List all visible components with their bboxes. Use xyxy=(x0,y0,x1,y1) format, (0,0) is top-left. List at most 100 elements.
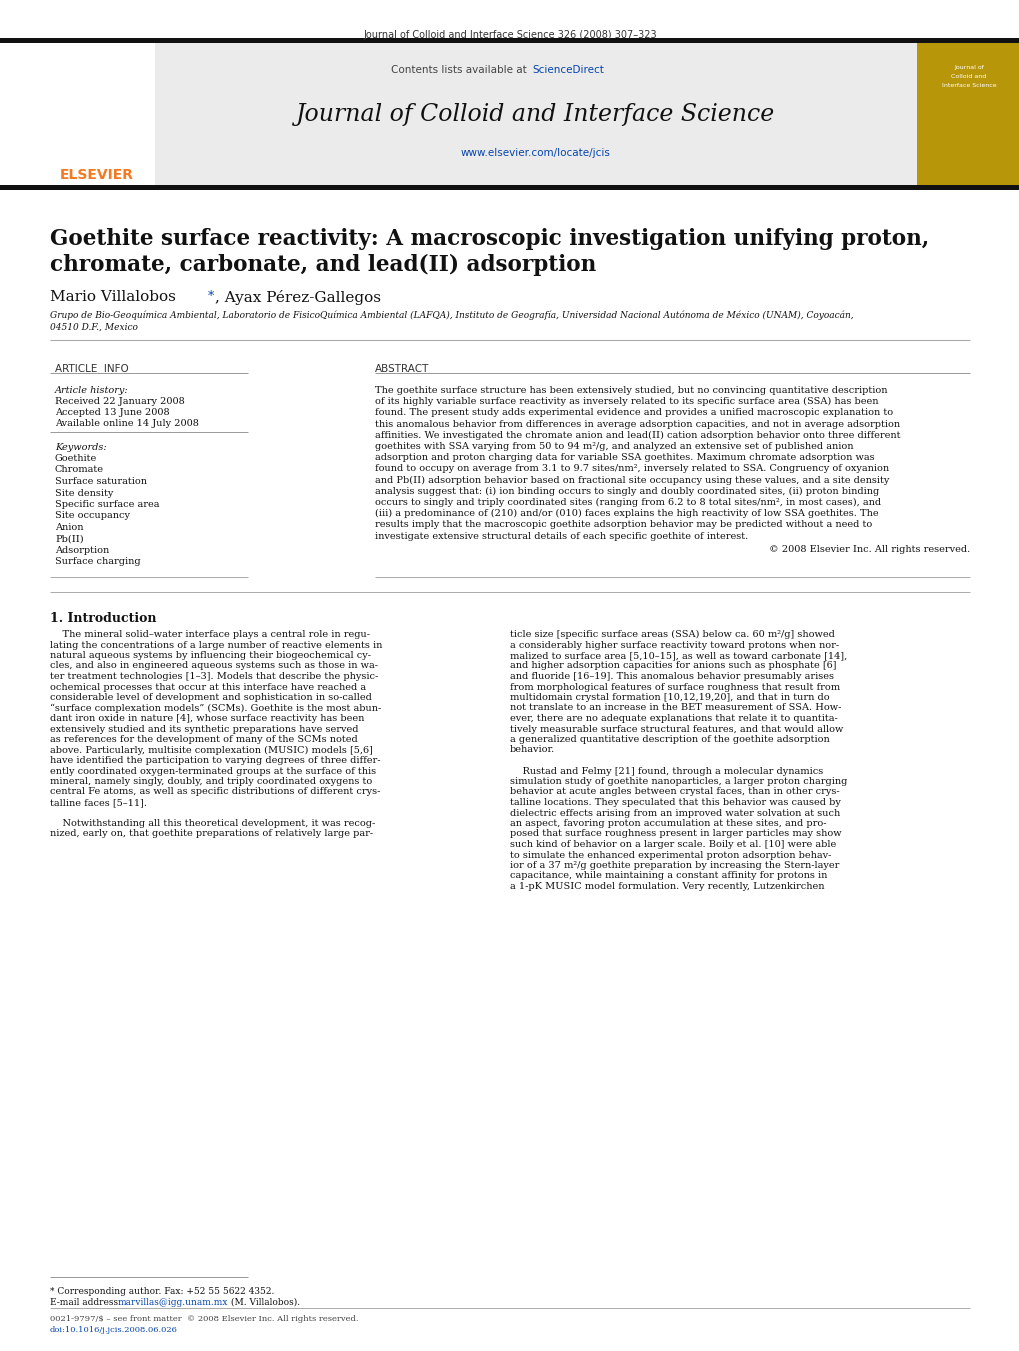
Text: posed that surface roughness present in larger particles may show: posed that surface roughness present in … xyxy=(510,830,841,839)
Text: Grupo de Bio-Geoquímica Ambiental, Laboratorio de FisicoQuímica Ambiental (LAFQA: Grupo de Bio-Geoquímica Ambiental, Labor… xyxy=(50,311,853,320)
Text: above. Particularly, multisite complexation (MUSIC) models [5,6]: above. Particularly, multisite complexat… xyxy=(50,746,373,755)
Text: of its highly variable surface reactivity as inversely related to its specific s: of its highly variable surface reactivit… xyxy=(375,397,877,407)
Text: doi:10.1016/j.jcis.2008.06.026: doi:10.1016/j.jcis.2008.06.026 xyxy=(50,1325,177,1333)
Text: * Corresponding author. Fax: +52 55 5622 4352.: * Corresponding author. Fax: +52 55 5622… xyxy=(50,1288,274,1296)
Text: Anion: Anion xyxy=(55,523,84,532)
Text: mineral, namely singly, doubly, and triply coordinated oxygens to: mineral, namely singly, doubly, and trip… xyxy=(50,777,372,786)
Text: Journal of Colloid and Interface Science 326 (2008) 307–323: Journal of Colloid and Interface Science… xyxy=(363,30,656,41)
Text: a 1-pK MUSIC model formulation. Very recently, Lutzenkirchen: a 1-pK MUSIC model formulation. Very rec… xyxy=(510,882,823,892)
Text: have identified the participation to varying degrees of three differ-: have identified the participation to var… xyxy=(50,757,380,765)
Text: Specific surface area: Specific surface area xyxy=(55,500,159,509)
Text: multidomain crystal formation [10,12,19,20], and that in turn do: multidomain crystal formation [10,12,19,… xyxy=(510,693,828,703)
Text: “surface complexation models” (SCMs). Goethite is the most abun-: “surface complexation models” (SCMs). Go… xyxy=(50,704,381,713)
Text: Site occupancy: Site occupancy xyxy=(55,512,129,520)
Text: malized to surface area [5,10–15], as well as toward carbonate [14],: malized to surface area [5,10–15], as we… xyxy=(510,651,847,661)
Text: considerable level of development and sophistication in so-called: considerable level of development and so… xyxy=(50,693,372,703)
Text: analysis suggest that: (i) ion binding occurs to singly and doubly coordinated s: analysis suggest that: (i) ion binding o… xyxy=(375,486,878,496)
Text: Journal of: Journal of xyxy=(953,65,983,70)
Text: *: * xyxy=(208,290,214,303)
Text: Available online 14 July 2008: Available online 14 July 2008 xyxy=(55,419,199,428)
Text: cles, and also in engineered aqueous systems such as those in wa-: cles, and also in engineered aqueous sys… xyxy=(50,662,378,670)
Text: to simulate the enhanced experimental proton adsorption behav-: to simulate the enhanced experimental pr… xyxy=(510,851,830,859)
Text: Keywords:: Keywords: xyxy=(55,443,107,453)
Text: www.elsevier.com/locate/jcis: www.elsevier.com/locate/jcis xyxy=(461,149,610,158)
Text: ScienceDirect: ScienceDirect xyxy=(532,65,603,76)
Text: Rustad and Felmy [21] found, through a molecular dynamics: Rustad and Felmy [21] found, through a m… xyxy=(510,766,822,775)
Text: marvillas@igg.unam.mx: marvillas@igg.unam.mx xyxy=(118,1298,228,1306)
Text: ELSEVIER: ELSEVIER xyxy=(60,168,133,182)
Text: and fluoride [16–19]. This anomalous behavior presumably arises: and fluoride [16–19]. This anomalous beh… xyxy=(510,671,834,681)
Text: extensively studied and its synthetic preparations have served: extensively studied and its synthetic pr… xyxy=(50,724,358,734)
Text: not translate to an increase in the BET measurement of SSA. How-: not translate to an increase in the BET … xyxy=(510,704,841,712)
Bar xyxy=(916,43,1019,185)
Text: The goethite surface structure has been extensively studied, but no convincing q: The goethite surface structure has been … xyxy=(375,386,887,394)
Text: Received 22 January 2008: Received 22 January 2008 xyxy=(55,397,184,407)
Text: dielectric effects arising from an improved water solvation at such: dielectric effects arising from an impro… xyxy=(510,808,840,817)
Text: tively measurable surface structural features, and that would allow: tively measurable surface structural fea… xyxy=(510,724,843,734)
Text: a considerably higher surface reactivity toward protons when nor-: a considerably higher surface reactivity… xyxy=(510,640,839,650)
Text: and Pb(II) adsorption behavior based on fractional site occupancy using these va: and Pb(II) adsorption behavior based on … xyxy=(375,476,889,485)
Bar xyxy=(155,43,916,185)
Text: © 2008 Elsevier Inc. All rights reserved.: © 2008 Elsevier Inc. All rights reserved… xyxy=(768,544,969,554)
Text: talline locations. They speculated that this behavior was caused by: talline locations. They speculated that … xyxy=(510,798,840,807)
Text: dant iron oxide in nature [4], whose surface reactivity has been: dant iron oxide in nature [4], whose sur… xyxy=(50,713,364,723)
Text: natural aqueous systems by influencing their biogeochemical cy-: natural aqueous systems by influencing t… xyxy=(50,651,371,661)
Text: and higher adsorption capacities for anions such as phosphate [6]: and higher adsorption capacities for ani… xyxy=(510,662,836,670)
Text: behavior.: behavior. xyxy=(510,746,554,754)
Text: nized, early on, that goethite preparations of relatively large par-: nized, early on, that goethite preparati… xyxy=(50,830,373,839)
Text: Colloid and: Colloid and xyxy=(951,74,985,78)
Text: ever, there are no adequate explanations that relate it to quantita-: ever, there are no adequate explanations… xyxy=(510,713,837,723)
Text: Contents lists available at: Contents lists available at xyxy=(390,65,530,76)
Text: ochemical processes that occur at this interface have reached a: ochemical processes that occur at this i… xyxy=(50,682,366,692)
Text: , Ayax Pérez-Gallegos: , Ayax Pérez-Gallegos xyxy=(215,290,381,305)
Text: occurs to singly and triply coordinated sites (ranging from 6.2 to 8 total sites: occurs to singly and triply coordinated … xyxy=(375,499,880,507)
Text: an aspect, favoring proton accumulation at these sites, and pro-: an aspect, favoring proton accumulation … xyxy=(510,819,825,828)
Text: Chromate: Chromate xyxy=(55,466,104,474)
Text: Goethite: Goethite xyxy=(55,454,97,463)
Text: lating the concentrations of a large number of reactive elements in: lating the concentrations of a large num… xyxy=(50,640,382,650)
Text: ior of a 37 m²/g goethite preparation by increasing the Stern-layer: ior of a 37 m²/g goethite preparation by… xyxy=(510,861,839,870)
Text: behavior at acute angles between crystal faces, than in other crys-: behavior at acute angles between crystal… xyxy=(510,788,839,797)
Text: as references for the development of many of the SCMs noted: as references for the development of man… xyxy=(50,735,358,744)
Text: Surface charging: Surface charging xyxy=(55,558,141,566)
Text: Adsorption: Adsorption xyxy=(55,546,109,555)
Text: ticle size [specific surface areas (SSA) below ca. 60 m²/g] showed: ticle size [specific surface areas (SSA)… xyxy=(510,630,835,639)
Text: Goethite surface reactivity: A macroscopic investigation unifying proton,: Goethite surface reactivity: A macroscop… xyxy=(50,228,928,250)
Text: investigate extensive structural details of each specific goethite of interest.: investigate extensive structural details… xyxy=(375,531,748,540)
Text: 0021-9797/$ – see front matter  © 2008 Elsevier Inc. All rights reserved.: 0021-9797/$ – see front matter © 2008 El… xyxy=(50,1315,358,1323)
Text: ARTICLE  INFO: ARTICLE INFO xyxy=(55,363,128,374)
Text: goethites with SSA varying from 50 to 94 m²/g, and analyzed an extensive set of : goethites with SSA varying from 50 to 94… xyxy=(375,442,853,451)
Text: adsorption and proton charging data for variable SSA goethites. Maximum chromate: adsorption and proton charging data for … xyxy=(375,453,873,462)
Text: capacitance, while maintaining a constant affinity for protons in: capacitance, while maintaining a constan… xyxy=(510,871,826,881)
Text: Article history:: Article history: xyxy=(55,386,128,394)
Bar xyxy=(0,185,1019,190)
Text: Surface saturation: Surface saturation xyxy=(55,477,147,486)
Text: this anomalous behavior from differences in average adsorption capacities, and n: this anomalous behavior from differences… xyxy=(375,420,899,428)
Bar xyxy=(0,38,1019,43)
Text: (iii) a predominance of (210) and/or (010) faces explains the high reactivity of: (iii) a predominance of (210) and/or (01… xyxy=(375,509,877,519)
Text: (M. Villalobos).: (M. Villalobos). xyxy=(228,1298,300,1306)
Text: such kind of behavior on a larger scale. Boily et al. [10] were able: such kind of behavior on a larger scale.… xyxy=(510,840,836,848)
Text: Accepted 13 June 2008: Accepted 13 June 2008 xyxy=(55,408,169,417)
Text: ter treatment technologies [1–3]. Models that describe the physic-: ter treatment technologies [1–3]. Models… xyxy=(50,671,378,681)
Bar xyxy=(0,43,1019,185)
Text: simulation study of goethite nanoparticles, a larger proton charging: simulation study of goethite nanoparticl… xyxy=(510,777,847,786)
Text: Interface Science: Interface Science xyxy=(941,82,996,88)
Text: results imply that the macroscopic goethite adsorption behavior may be predicted: results imply that the macroscopic goeth… xyxy=(375,520,871,530)
Text: Mario Villalobos: Mario Villalobos xyxy=(50,290,175,304)
Text: found to occupy on average from 3.1 to 9.7 sites/nm², inversely related to SSA. : found to occupy on average from 3.1 to 9… xyxy=(375,465,889,473)
Text: central Fe atoms, as well as specific distributions of different crys-: central Fe atoms, as well as specific di… xyxy=(50,788,380,797)
Text: Pb(II): Pb(II) xyxy=(55,535,84,543)
Text: 1. Introduction: 1. Introduction xyxy=(50,612,156,626)
Text: The mineral solid–water interface plays a central role in regu-: The mineral solid–water interface plays … xyxy=(50,630,370,639)
Text: ently coordinated oxygen-terminated groups at the surface of this: ently coordinated oxygen-terminated grou… xyxy=(50,766,376,775)
Text: 04510 D.F., Mexico: 04510 D.F., Mexico xyxy=(50,323,138,332)
Text: chromate, carbonate, and lead(II) adsorption: chromate, carbonate, and lead(II) adsorp… xyxy=(50,254,596,276)
Text: Notwithstanding all this theoretical development, it was recog-: Notwithstanding all this theoretical dev… xyxy=(50,819,375,828)
Text: ABSTRACT: ABSTRACT xyxy=(375,363,429,374)
Text: from morphological features of surface roughness that result from: from morphological features of surface r… xyxy=(510,682,840,692)
Text: talline faces [5–11].: talline faces [5–11]. xyxy=(50,798,147,807)
Text: E-mail address:: E-mail address: xyxy=(50,1298,124,1306)
Text: affinities. We investigated the chromate anion and lead(II) cation adsorption be: affinities. We investigated the chromate… xyxy=(375,431,900,440)
Text: a generalized quantitative description of the goethite adsorption: a generalized quantitative description o… xyxy=(510,735,828,744)
